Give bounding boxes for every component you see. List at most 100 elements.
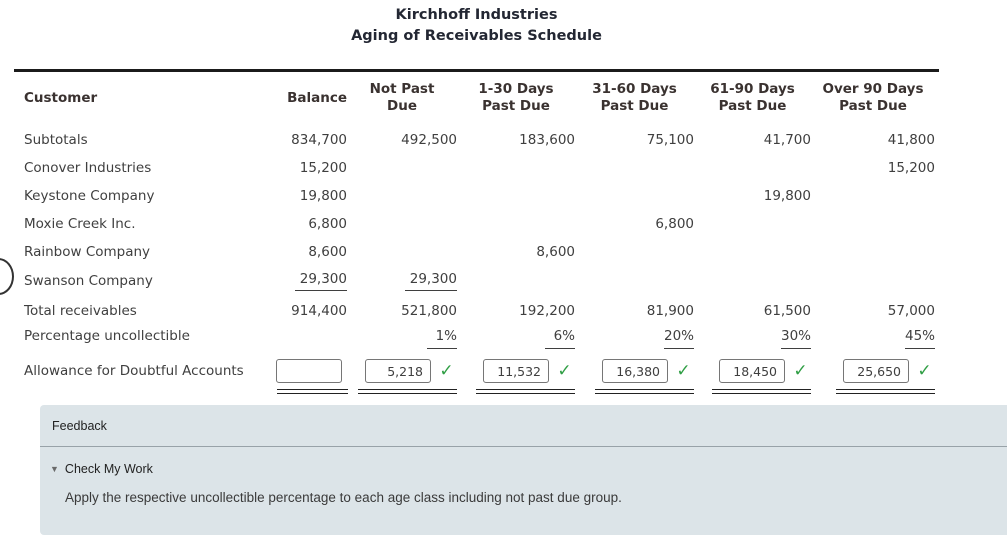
- row-label-swanson-company: Swanson Company: [24, 273, 153, 289]
- cell-rainbow-company-not-past-due: [347, 238, 457, 266]
- cell-value: 81,900: [646, 303, 694, 319]
- cell-conover-industries-not-past-due: [347, 154, 457, 182]
- cell-conover-industries-balance: 15,200: [270, 154, 347, 182]
- table-row-keystone-company: Keystone Company 19,800 19,800: [14, 182, 939, 210]
- cell-value: 20%: [663, 328, 694, 349]
- table-row-swanson-company: Swanson Company 29,300 29,300: [14, 266, 939, 296]
- cell-value: 41,800: [887, 132, 935, 148]
- cell-rainbow-company-1-30-days: 8,600: [457, 238, 575, 266]
- cell-percentage-uncollectible-over-90-days: 45%: [811, 326, 939, 358]
- cell-value: 15,200: [299, 160, 347, 176]
- double-rule: [277, 389, 348, 394]
- aging-of-receivables-table: Customer Balance Not Past Due 1-30 Days Past …: [14, 69, 939, 403]
- cell-conover-industries-1-30-days: [457, 154, 575, 182]
- cell-swanson-company-1-30-days: [457, 266, 575, 296]
- row-label-percentage-uncollectible: Percentage uncollectible: [24, 328, 190, 344]
- row-label-total-receivables: Total receivables: [24, 303, 137, 319]
- cell-keystone-company-over-90-days: [811, 182, 939, 210]
- allowance-cell-wrap: ✓: [347, 359, 457, 383]
- cell-moxie-creek-inc-31-60-days: 6,800: [575, 210, 694, 238]
- cell-conover-industries-61-90-days: [694, 154, 811, 182]
- cell-rainbow-company-31-60-days: [575, 238, 694, 266]
- cell-subtotals-balance: 834,700: [270, 126, 347, 154]
- cell-keystone-company-not-past-due: [347, 182, 457, 210]
- cell-percentage-uncollectible-61-90-days: 30%: [694, 326, 811, 358]
- allowance-input-1-30-days[interactable]: [483, 359, 549, 383]
- cell-moxie-creek-inc-balance: 6,800: [270, 210, 347, 238]
- col-header-61-90-days: 61-90 Days Past Due: [710, 81, 795, 114]
- row-label-allowance-for-doubtful-accounts: Allowance for Doubtful Accounts: [24, 363, 244, 379]
- cell-percentage-uncollectible-balance: [270, 326, 347, 358]
- partial-circle-decoration: [0, 258, 14, 295]
- correct-checkmark-icon: ✓: [917, 361, 932, 381]
- cell-subtotals-not-past-due: 492,500: [347, 126, 457, 154]
- cell-value: 6%: [545, 328, 575, 349]
- allowance-cell-wrap: [270, 359, 347, 383]
- cell-moxie-creek-inc-61-90-days: [694, 210, 811, 238]
- allowance-input-not-past-due[interactable]: [365, 359, 431, 383]
- check-my-work-toggle[interactable]: ▼ Check My Work: [50, 462, 1007, 476]
- cell-value: 61,500: [763, 303, 811, 319]
- cell-total-receivables-61-90-days: 61,500: [694, 296, 811, 326]
- cell-allowance-over-90-days: ✓: [811, 358, 939, 403]
- cell-total-receivables-1-30-days: 192,200: [457, 296, 575, 326]
- cell-allowance-not-past-due: ✓: [347, 358, 457, 403]
- cell-value: 8,600: [536, 244, 575, 260]
- cell-value: 19,800: [299, 188, 347, 204]
- allowance-input-over-90-days[interactable]: [843, 359, 909, 383]
- correct-checkmark-icon: ✓: [793, 361, 808, 381]
- cell-allowance-31-60-days: ✓: [575, 358, 694, 403]
- table-row-allowance-for-doubtful-accounts: Allowance for Doubtful Accounts ✓ ✓ ✓ ✓ ✓: [14, 358, 939, 403]
- double-rule: [712, 389, 811, 394]
- cell-value: 834,700: [291, 132, 347, 148]
- collapse-triangle-icon[interactable]: ▼: [50, 464, 59, 474]
- cell-allowance-balance: [270, 358, 348, 403]
- cell-percentage-uncollectible-1-30-days: 6%: [457, 326, 575, 358]
- col-header-customer: Customer: [24, 89, 98, 106]
- correct-checkmark-icon: ✓: [676, 361, 691, 381]
- cell-value: 492,500: [401, 132, 457, 148]
- cell-total-receivables-balance: 914,400: [270, 296, 347, 326]
- cell-total-receivables-31-60-days: 81,900: [575, 296, 694, 326]
- double-rule: [595, 389, 694, 394]
- allowance-input-61-90-days[interactable]: [719, 359, 785, 383]
- col-header-balance: Balance: [287, 89, 347, 106]
- cell-keystone-company-balance: 19,800: [270, 182, 347, 210]
- table-header-row: Customer Balance Not Past Due 1-30 Days Past …: [14, 71, 939, 127]
- cell-value: 6,800: [655, 216, 694, 232]
- cell-keystone-company-61-90-days: 19,800: [694, 182, 811, 210]
- cell-value: 57,000: [887, 303, 935, 319]
- table-row-moxie-creek-inc: Moxie Creek Inc. 6,800 6,800: [14, 210, 939, 238]
- cell-value: 29,300: [295, 271, 347, 291]
- cell-value: 914,400: [291, 303, 347, 319]
- cell-swanson-company-balance: 29,300: [270, 266, 347, 296]
- cell-value: 521,800: [401, 303, 457, 319]
- cell-total-receivables-over-90-days: 57,000: [811, 296, 939, 326]
- cell-rainbow-company-61-90-days: [694, 238, 811, 266]
- row-label-conover-industries: Conover Industries: [24, 160, 152, 176]
- cell-value: 45%: [904, 328, 935, 349]
- cell-keystone-company-1-30-days: [457, 182, 575, 210]
- double-rule: [476, 389, 575, 394]
- cell-swanson-company-not-past-due: 29,300: [347, 266, 457, 296]
- cell-conover-industries-31-60-days: [575, 154, 694, 182]
- cell-value: 41,700: [763, 132, 811, 148]
- col-header-31-60-days: 31-60 Days Past Due: [592, 81, 677, 114]
- double-rule: [836, 389, 935, 394]
- allowance-input-balance[interactable]: [276, 359, 342, 383]
- table-row-conover-industries: Conover Industries 15,200 15,200: [14, 154, 939, 182]
- cell-swanson-company-61-90-days: [694, 266, 811, 296]
- allowance-input-31-60-days[interactable]: [602, 359, 668, 383]
- table-row-rainbow-company: Rainbow Company 8,600 8,600: [14, 238, 939, 266]
- cell-total-receivables-not-past-due: 521,800: [347, 296, 457, 326]
- allowance-cell-wrap: ✓: [694, 359, 811, 383]
- cell-value: 192,200: [519, 303, 575, 319]
- cell-moxie-creek-inc-1-30-days: [457, 210, 575, 238]
- schedule-subtitle: Aging of Receivables Schedule: [351, 28, 602, 44]
- cell-keystone-company-31-60-days: [575, 182, 694, 210]
- schedule-title: Kirchhoff Industries Aging of Receivable…: [14, 5, 939, 47]
- cell-value: 15,200: [887, 160, 935, 176]
- allowance-cell-wrap: ✓: [811, 359, 935, 383]
- check-my-work-label[interactable]: Check My Work: [64, 462, 153, 476]
- cell-percentage-uncollectible-not-past-due: 1%: [347, 326, 457, 358]
